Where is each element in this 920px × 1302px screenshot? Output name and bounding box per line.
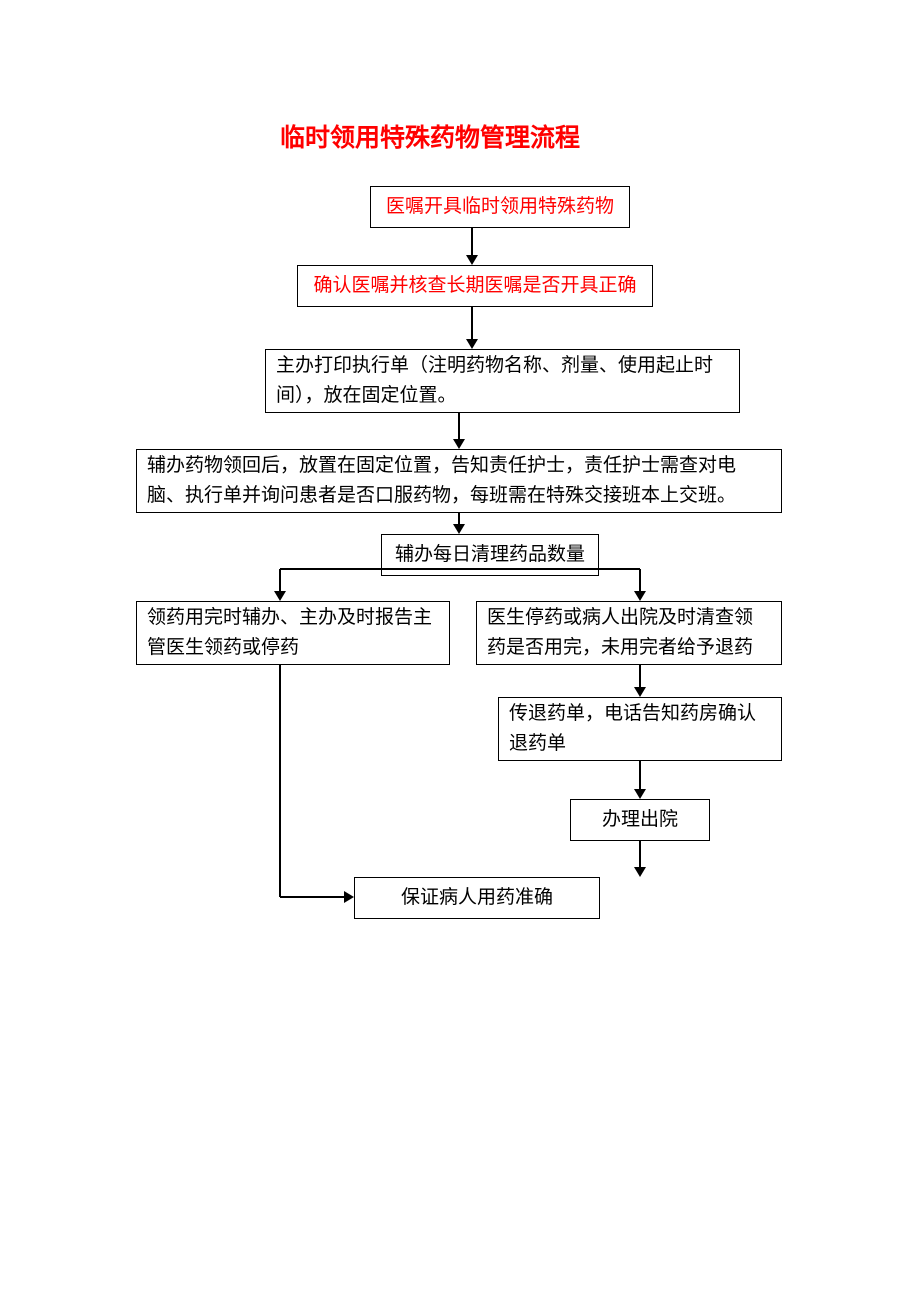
arrow-head-icon (634, 789, 646, 799)
flow-node-n8: 传退药单，电话告知药房确认退药单 (498, 697, 782, 761)
arrow-head-icon (344, 891, 354, 903)
arrow-head-icon (634, 591, 646, 601)
arrow-head-icon (274, 591, 286, 601)
connector-line (639, 761, 641, 791)
flow-node-n3: 主办打印执行单（注明药物名称、剂量、使用起止时间），放在固定位置。 (265, 349, 740, 413)
connector-line (458, 413, 460, 441)
connector-line (471, 307, 473, 341)
arrow-head-icon (453, 439, 465, 449)
arrow-head-icon (466, 339, 478, 349)
flow-node-n1: 医嘱开具临时领用特殊药物 (370, 186, 630, 228)
arrow-head-icon (634, 687, 646, 697)
flow-node-n7: 医生停药或病人出院及时清查领药是否用完，未用完者给予退药 (476, 601, 782, 665)
flow-node-n6: 领药用完时辅办、主办及时报告主管医生领药或停药 (136, 601, 450, 665)
connector-line (471, 228, 473, 257)
connector-line (279, 665, 281, 897)
flow-node-n2: 确认医嘱并核查长期医嘱是否开具正确 (297, 265, 653, 307)
connector-line (639, 665, 641, 689)
flow-node-n4: 辅办药物领回后，放置在固定位置，告知责任护士，责任护士需查对电脑、执行单并询问患… (136, 449, 782, 513)
connector-line (639, 569, 641, 593)
page-title: 临时领用特殊药物管理流程 (280, 118, 580, 154)
arrow-head-icon (634, 867, 646, 877)
arrow-head-icon (453, 524, 465, 534)
flow-node-n9: 办理出院 (570, 799, 710, 841)
connector-line (280, 896, 346, 898)
connector-line (279, 569, 281, 593)
arrow-head-icon (466, 255, 478, 265)
connector-line (639, 841, 641, 869)
flow-node-n10: 保证病人用药准确 (354, 877, 600, 919)
connector-line (280, 568, 640, 570)
